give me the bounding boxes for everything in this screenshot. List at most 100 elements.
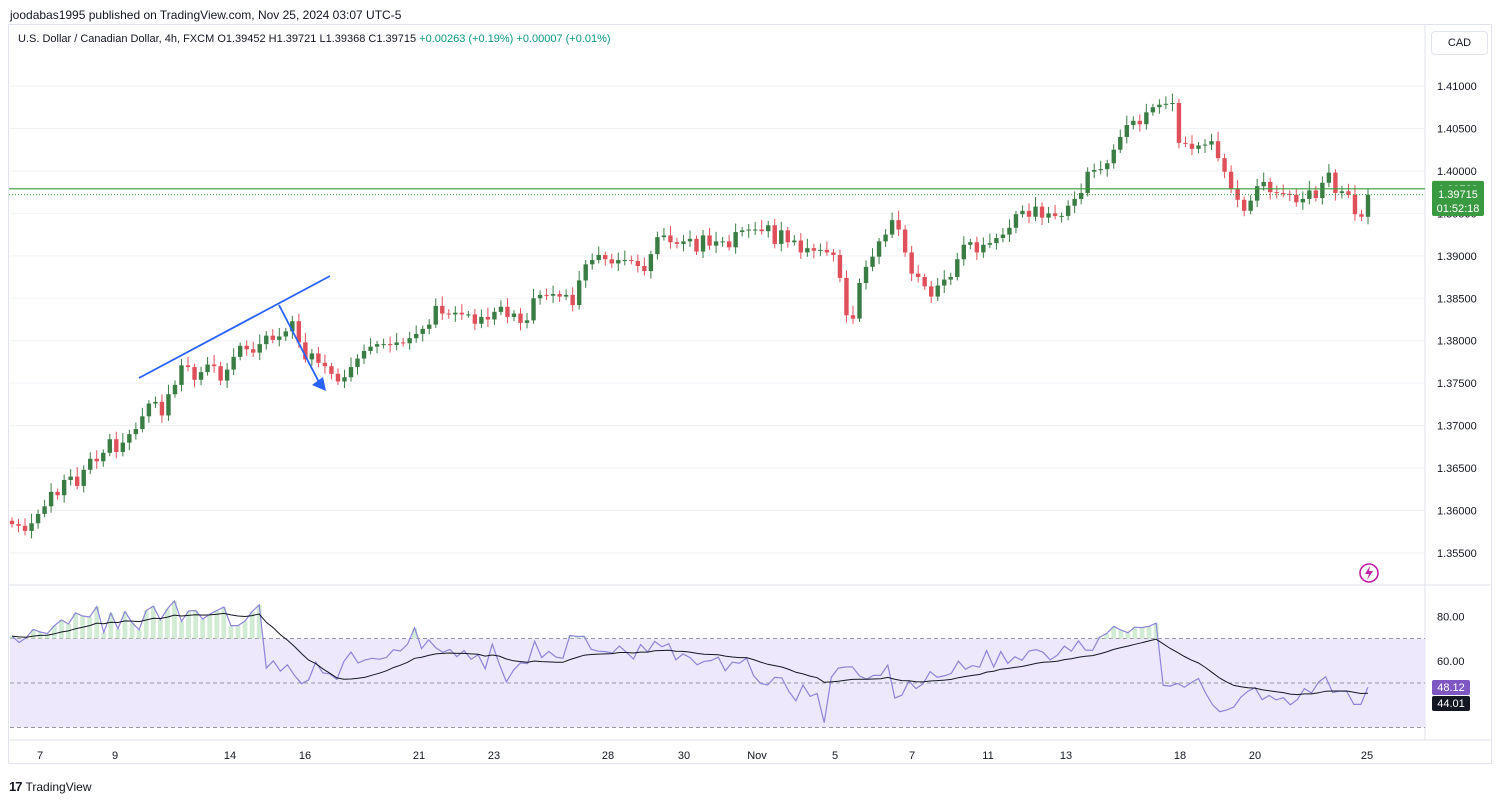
candle-body	[198, 372, 204, 380]
candle-body	[772, 225, 777, 244]
candle-body	[1183, 142, 1188, 144]
candle-body	[433, 305, 438, 325]
legend-change: +0.00263 (+0.19%)	[419, 33, 514, 45]
candle-body	[713, 241, 719, 246]
candle-body	[140, 416, 145, 430]
time-tick-label: 20	[1249, 750, 1261, 762]
publisher-line: joodabas1995 published on TradingView.co…	[10, 8, 402, 22]
candle-body	[270, 335, 275, 340]
candle-body	[1274, 192, 1279, 194]
candle-body	[694, 238, 699, 252]
candle-body	[642, 266, 647, 272]
candle-body	[811, 248, 817, 251]
candle-body	[518, 313, 523, 323]
candle-body	[1202, 144, 1208, 146]
candle-body	[211, 364, 217, 367]
price-tick-label: 1.36500	[1437, 463, 1477, 475]
candle-body	[1091, 170, 1097, 172]
candle-body	[902, 229, 908, 253]
tag-bg	[1432, 696, 1470, 711]
time-tick-label: 11	[982, 750, 993, 762]
candle-body	[1150, 107, 1156, 113]
candle-body	[563, 294, 569, 297]
time-tick-label: 18	[1174, 750, 1186, 762]
candle-body	[1124, 125, 1129, 137]
rsi-ma-value-tag: 44.01	[1432, 696, 1470, 711]
candle-body	[1052, 213, 1058, 216]
candle-body	[733, 232, 738, 248]
time-tick-label: 5	[832, 750, 838, 762]
candle-body	[1235, 188, 1240, 200]
candle-body	[739, 230, 745, 233]
candle-body	[1320, 182, 1325, 199]
price-tick-label: 1.40000	[1437, 166, 1477, 178]
candle-body	[322, 362, 328, 367]
candle-body	[942, 279, 947, 286]
candle-body	[1268, 181, 1273, 193]
price-tick-label: 1.41000	[1437, 81, 1477, 93]
candle-body	[244, 345, 249, 350]
candle-body	[707, 235, 712, 246]
candle-body	[1163, 103, 1169, 105]
candle-body	[1105, 163, 1110, 170]
candle-body	[1111, 149, 1116, 164]
candle-body	[922, 277, 927, 287]
candle-body	[218, 366, 223, 381]
candle-body	[1281, 192, 1286, 194]
candle-body	[961, 244, 967, 260]
candle-body	[146, 403, 152, 417]
candle-body	[687, 238, 693, 242]
tradingview-logo[interactable]: 17 TradingView	[9, 779, 92, 794]
candle-body	[635, 260, 641, 267]
chart-frame	[8, 24, 1492, 764]
candle-body	[1313, 190, 1319, 199]
candle-body	[420, 328, 425, 334]
candle-body	[48, 491, 54, 507]
candle-body	[616, 260, 621, 264]
candle-body	[1098, 169, 1103, 171]
candle-body	[251, 349, 256, 353]
price-tick-label: 1.40500	[1437, 123, 1477, 135]
candle-body	[1209, 141, 1214, 145]
candle-body	[1144, 112, 1149, 125]
brand-name: TradingView	[25, 779, 92, 794]
candle-body	[850, 315, 856, 319]
candle-body	[1039, 206, 1045, 218]
candle-body	[374, 344, 380, 347]
candle-body	[1065, 205, 1071, 216]
candle-body	[648, 254, 654, 272]
candle-body	[974, 242, 980, 253]
candle-body	[309, 353, 315, 360]
candle-body	[1365, 194, 1371, 217]
time-tick-label: 7	[37, 750, 43, 762]
tag-text: 44.01	[1437, 698, 1465, 710]
trendline	[138, 275, 331, 379]
candle-body	[114, 439, 119, 452]
candle-body	[381, 344, 386, 346]
candle-body	[440, 305, 445, 314]
candle-body	[283, 331, 289, 337]
price-axis: 1.410001.405001.400001.395001.390001.385…	[10, 81, 1477, 560]
candle-body	[746, 229, 751, 231]
candle-body	[505, 306, 510, 317]
candle-body	[929, 286, 934, 297]
chart-legend: U.S. Dollar / Canadian Dollar, 4h, FXCM …	[18, 33, 611, 45]
candle-body	[557, 294, 562, 297]
candle-body	[127, 434, 132, 443]
candle-body	[74, 476, 80, 486]
time-tick-label: 28	[602, 750, 614, 762]
candle-body	[831, 252, 836, 255]
price-tick-label: 1.38500	[1437, 293, 1477, 305]
candle-body	[172, 384, 178, 395]
currency-button[interactable]: CAD	[1431, 31, 1488, 55]
candle-body	[205, 364, 210, 373]
candle-body	[1000, 234, 1006, 238]
tag-text: 1.39715	[1438, 189, 1478, 201]
rsi-line	[11, 599, 1369, 723]
candle-body	[1196, 145, 1201, 149]
candle-body	[570, 294, 575, 306]
candle-body	[192, 367, 197, 380]
candle-body	[35, 513, 41, 524]
candle-body	[16, 524, 21, 526]
